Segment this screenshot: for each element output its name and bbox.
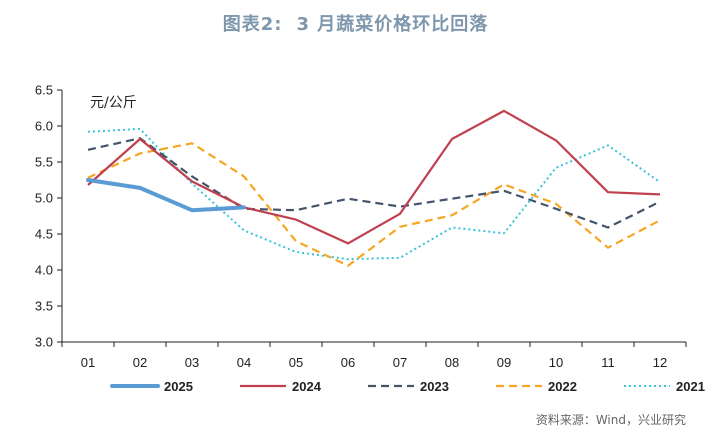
unit-label: 元/公斤 — [90, 95, 137, 111]
x-tick-label: 11 — [601, 355, 615, 370]
legend-label-2023: 2023 — [420, 379, 449, 394]
legend: 2025 2024 2023 2022 2021 — [110, 379, 705, 394]
x-tick-label: 09 — [497, 355, 511, 370]
x-tick-label: 01 — [81, 355, 95, 370]
y-tick-label: 5.5 — [35, 155, 53, 170]
y-tick-label: 5.0 — [35, 191, 53, 206]
chart-title: 图表2: 3 月蔬菜价格环比回落 — [0, 10, 711, 36]
series-layer — [86, 109, 661, 267]
legend-label-2024: 2024 — [292, 379, 322, 394]
series-line-2024 — [87, 109, 661, 245]
axes: 3.0 3.5 4.0 4.5 5.0 5.5 6.0 6.5 01 02 03 04 05 06 07 08… — [35, 83, 687, 370]
legend-label-2021: 2021 — [676, 379, 705, 394]
y-tick-label: 4.0 — [35, 263, 53, 278]
x-tick-label: 05 — [289, 355, 303, 370]
x-tick-label: 07 — [393, 355, 407, 370]
source-note: 资料来源：Wind，兴业研究 — [536, 412, 686, 427]
y-tick-label: 6.0 — [35, 119, 53, 134]
series-line-2025 — [86, 178, 246, 213]
x-tick-label: 10 — [549, 355, 563, 370]
y-tick-label: 3.0 — [35, 335, 53, 350]
series-line-2023 — [87, 137, 661, 229]
x-tick-label: 06 — [341, 355, 355, 370]
x-tick-label: 04 — [237, 355, 251, 370]
y-tick-label: 3.5 — [35, 299, 53, 314]
y-tick-label: 4.5 — [35, 227, 53, 242]
series-line-2021 — [87, 127, 661, 261]
series-line-2022 — [87, 142, 661, 267]
x-tick-label: 12 — [653, 355, 667, 370]
x-tick-label: 08 — [445, 355, 459, 370]
figure-label: 图表2: — [222, 14, 283, 35]
legend-label-2022: 2022 — [548, 379, 577, 394]
x-tick-label: 02 — [133, 355, 147, 370]
y-tick-label: 6.5 — [35, 83, 53, 98]
x-tick-label: 03 — [185, 355, 199, 370]
legend-label-2025: 2025 — [164, 379, 193, 394]
figure-title: 3 月蔬菜价格环比回落 — [296, 14, 489, 35]
